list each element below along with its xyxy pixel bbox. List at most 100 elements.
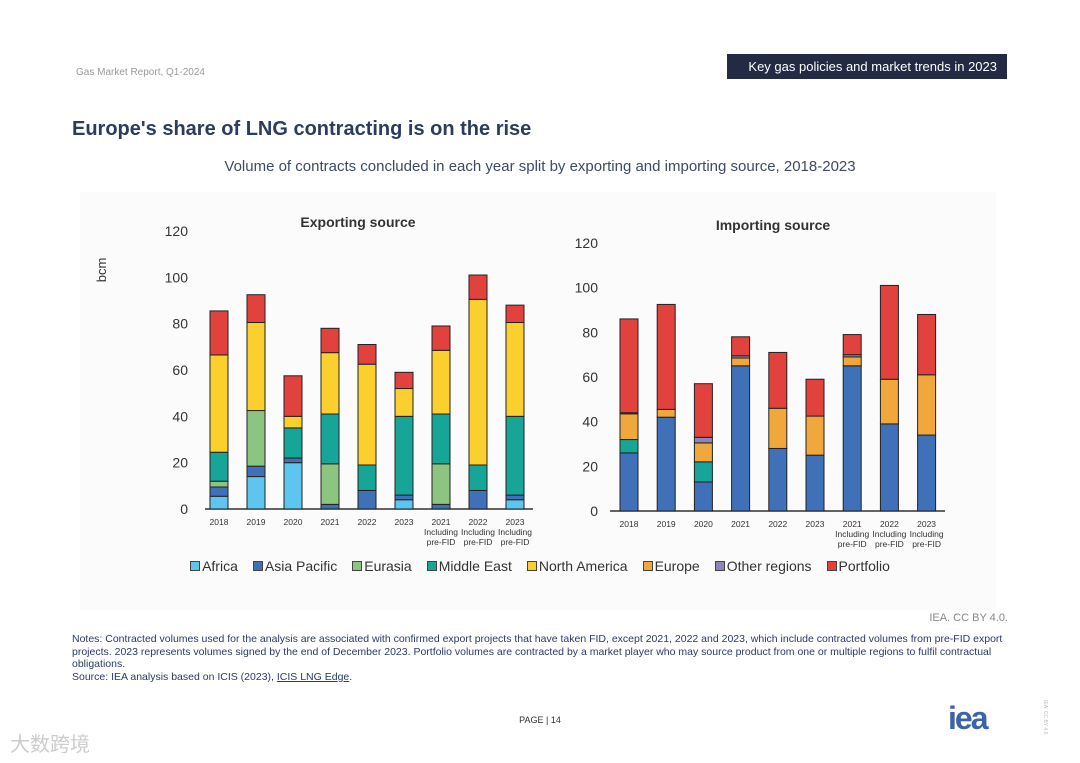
x-tick-label: 2023 <box>506 517 525 527</box>
y-tick-label: 60 <box>582 369 598 385</box>
bar-segment-asia-pacific <box>283 457 303 464</box>
x-tick-label: 2021 <box>321 517 340 527</box>
legend-swatch <box>826 561 837 571</box>
bar-segment-north-america <box>320 352 340 415</box>
x-tick-label: Including <box>461 527 495 537</box>
y-tick-label: 120 <box>575 235 599 251</box>
bar-segment-middle-east <box>431 413 451 465</box>
bar-segment-portfolio <box>768 351 788 409</box>
legend-label: North America <box>538 558 628 574</box>
bar-segment-portfolio <box>357 344 377 365</box>
bar-segment-portfolio <box>805 378 825 417</box>
bar-segment-portfolio <box>731 336 751 357</box>
y-tick-label: 80 <box>582 324 598 340</box>
legend-item: Europe <box>642 558 700 574</box>
bar-segment-europe <box>656 408 676 418</box>
bar-segment-asia-pacific <box>431 503 451 510</box>
bar-segment-asia-pacific <box>246 465 266 478</box>
y-axis-label: bcm <box>94 258 109 283</box>
x-tick-label: 2022 <box>880 519 899 529</box>
x-tick-label: 2018 <box>620 519 639 529</box>
notes-text: Notes: Contracted volumes used for the a… <box>72 633 1003 671</box>
bar-segment-eurasia <box>209 480 229 488</box>
x-tick-label: Including <box>498 527 532 537</box>
chart-title: Importing source <box>716 217 831 233</box>
bar-segment-portfolio <box>917 313 937 376</box>
bar-segment-portfolio <box>842 334 862 356</box>
bar-segment-portfolio <box>656 303 676 410</box>
x-tick-label: 2020 <box>694 519 713 529</box>
bar-segment-portfolio <box>505 304 525 324</box>
bar-segment-eurasia <box>320 463 340 505</box>
x-tick-label: 2019 <box>247 517 266 527</box>
x-tick-label: Including <box>835 529 869 539</box>
x-tick-label: 2021 <box>731 519 750 529</box>
page-number: PAGE | 14 <box>519 715 561 725</box>
bar-segment-middle-east <box>320 413 340 465</box>
source-suffix: . <box>349 670 353 683</box>
legend-label: Europe <box>654 558 700 574</box>
y-tick-label: 0 <box>180 501 188 517</box>
source-line: Source: IEA analysis based on ICIS (2023… <box>72 671 1017 684</box>
x-tick-label: 2023 <box>917 519 936 529</box>
bar-segment-north-america <box>209 354 229 453</box>
x-tick-label: 2019 <box>657 519 676 529</box>
legend-item: North America <box>526 558 628 574</box>
legend-swatch <box>642 561 653 571</box>
legend-item: Asia Pacific <box>252 558 337 574</box>
x-tick-label: pre-FID <box>875 539 904 549</box>
bar-segment-europe <box>879 378 899 425</box>
x-tick-label: pre-FID <box>464 537 493 547</box>
bar-segment-portfolio <box>879 284 899 380</box>
bar-segment-portfolio <box>283 375 303 417</box>
bar-segment-north-america <box>468 298 488 466</box>
bar-segment-north-america <box>357 363 377 466</box>
chart-subtitle: Volume of contracts concluded in each ye… <box>224 158 856 175</box>
bar-segment-middle-east <box>693 461 713 483</box>
bar-segment-north-america <box>505 322 525 417</box>
y-tick-label: 40 <box>582 414 598 430</box>
source-link[interactable]: ICIS LNG Edge <box>276 670 350 683</box>
bar-segment-africa <box>505 499 525 510</box>
legend-label: Eurasia <box>364 558 412 574</box>
y-tick-label: 120 <box>165 223 189 239</box>
legend-label: Middle East <box>438 558 512 574</box>
bar-segment-asia-pacific <box>693 481 713 512</box>
x-tick-label: 2022 <box>768 519 787 529</box>
bar-segment-portfolio <box>619 318 639 414</box>
bar-segment-other-regions <box>693 436 713 444</box>
legend-item: Portfolio <box>826 558 890 574</box>
bar-segment-asia-pacific <box>468 489 488 510</box>
legend-label: Africa <box>202 558 238 574</box>
bar-segment-asia-pacific <box>394 494 414 501</box>
x-tick-label: pre-FID <box>501 537 530 547</box>
x-tick-label: Including <box>424 527 458 537</box>
legend-swatch <box>526 561 537 571</box>
bar-segment-north-america <box>431 349 451 415</box>
section-tag: Key gas policies and market trends in 20… <box>727 54 1007 79</box>
bar-segment-middle-east <box>619 439 639 454</box>
credit: IEA. CC BY 4.0. <box>929 612 1008 624</box>
bar-segment-portfolio <box>468 274 488 300</box>
chart-legend: Africa Asia Pacific Eurasia Middle East Nort… <box>0 558 1080 574</box>
bar-segment-north-america <box>394 388 414 417</box>
legend-swatch <box>252 561 263 571</box>
bar-segment-middle-east <box>394 415 414 496</box>
bar-segment-europe <box>768 407 788 449</box>
x-tick-label: 2022 <box>358 517 377 527</box>
x-tick-label: 2023 <box>395 517 414 527</box>
bar-segment-asia-pacific <box>917 434 937 512</box>
legend-swatch <box>426 561 437 571</box>
bar-segment-eurasia <box>246 410 266 467</box>
bar-segment-africa <box>394 499 414 510</box>
bar-segment-asia-pacific <box>879 423 899 512</box>
bar-segment-north-america <box>246 322 266 412</box>
y-tick-label: 100 <box>575 280 599 296</box>
bar-segment-asia-pacific <box>805 454 825 512</box>
bar-segment-africa <box>209 495 229 510</box>
legend-swatch <box>714 561 725 571</box>
bar-segment-portfolio <box>320 327 340 354</box>
bar-segment-asia-pacific <box>357 489 377 510</box>
bar-segment-asia-pacific <box>505 494 525 501</box>
bar-segment-europe <box>619 413 639 441</box>
